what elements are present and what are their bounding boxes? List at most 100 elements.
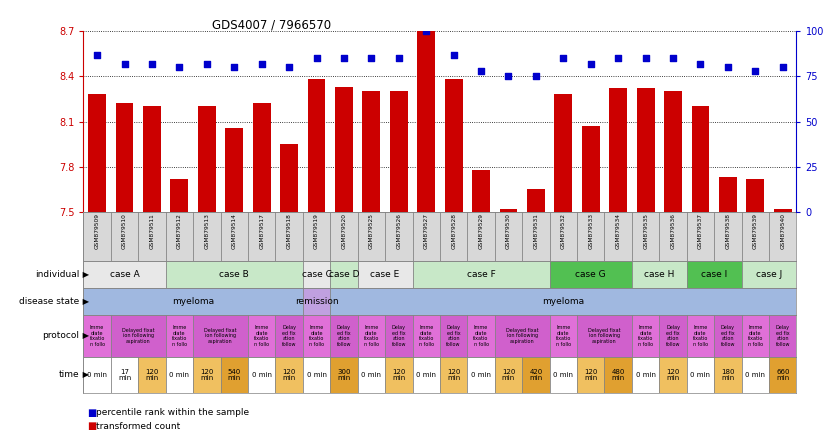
Text: GSM879534: GSM879534 [615, 214, 620, 250]
Text: 0 min: 0 min [307, 372, 327, 378]
Bar [714, 357, 741, 393]
Text: GSM879530: GSM879530 [506, 214, 511, 250]
Text: 17
min: 17 min [118, 369, 131, 381]
Bar [303, 315, 330, 357]
Text: GSM879514: GSM879514 [232, 214, 237, 250]
Bar [550, 212, 577, 261]
Bar [413, 357, 440, 393]
Bar [686, 261, 741, 288]
Bar [445, 79, 463, 212]
Text: Delay
ed fix
ation
follow: Delay ed fix ation follow [391, 325, 406, 347]
Bar [225, 127, 244, 212]
Bar [358, 212, 385, 261]
Bar [330, 288, 796, 315]
Text: case C: case C [302, 270, 331, 279]
Bar [193, 357, 220, 393]
Text: ▶: ▶ [80, 270, 89, 279]
Point [721, 64, 735, 71]
Point [145, 60, 158, 67]
Text: GSM879539: GSM879539 [753, 214, 758, 250]
Bar [495, 212, 522, 261]
Text: Imme
diate
fixatio
n follo: Imme diate fixatio n follo [89, 325, 105, 347]
Bar [330, 261, 358, 288]
Text: 0 min: 0 min [746, 372, 766, 378]
Bar [275, 315, 303, 357]
Text: case J: case J [756, 270, 782, 279]
Bar [741, 357, 769, 393]
Bar [143, 107, 161, 212]
Text: ■: ■ [88, 421, 97, 431]
Text: GSM879519: GSM879519 [314, 214, 319, 250]
Bar [467, 315, 495, 357]
Bar [385, 357, 413, 393]
Text: Imme
diate
fixatio
n follo: Imme diate fixatio n follo [474, 325, 489, 347]
Bar [417, 31, 435, 212]
Text: Imme
diate
fixatio
n follo: Imme diate fixatio n follo [555, 325, 571, 347]
Bar [632, 315, 660, 357]
Bar [495, 315, 550, 357]
Bar [664, 91, 682, 212]
Text: GSM879510: GSM879510 [122, 214, 127, 250]
Bar [495, 357, 522, 393]
Text: 480
min: 480 min [611, 369, 625, 381]
Bar [741, 212, 769, 261]
Point [639, 55, 652, 62]
Bar [220, 212, 248, 261]
Bar [385, 315, 413, 357]
Bar [440, 212, 467, 261]
Bar [660, 212, 686, 261]
Text: Imme
diate
fixatio
n follo: Imme diate fixatio n follo [693, 325, 708, 347]
Text: 0 min: 0 min [416, 372, 436, 378]
Point [283, 64, 296, 71]
Text: myeloma: myeloma [172, 297, 214, 306]
Bar [253, 103, 270, 212]
Bar [774, 209, 791, 212]
Text: GSM879526: GSM879526 [396, 214, 401, 250]
Text: 120
min: 120 min [392, 369, 405, 381]
Bar [636, 88, 655, 212]
Text: GSM879525: GSM879525 [369, 214, 374, 250]
Point [556, 55, 570, 62]
Bar [138, 357, 166, 393]
Bar [413, 212, 440, 261]
Text: Delay
ed fix
ation
follow: Delay ed fix ation follow [721, 325, 735, 347]
Text: GSM879537: GSM879537 [698, 214, 703, 250]
Bar [660, 357, 686, 393]
Bar [358, 315, 385, 357]
Bar [714, 212, 741, 261]
Text: Imme
diate
fixatio
n follo: Imme diate fixatio n follo [172, 325, 187, 347]
Text: 0 min: 0 min [252, 372, 272, 378]
Text: transformed count: transformed count [96, 422, 180, 431]
Bar [413, 315, 440, 357]
Bar [308, 79, 325, 212]
Text: 120
min: 120 min [145, 369, 158, 381]
Bar [166, 315, 193, 357]
Text: 0 min: 0 min [471, 372, 491, 378]
Bar [166, 357, 193, 393]
Text: 0 min: 0 min [553, 372, 573, 378]
Point [173, 64, 186, 71]
Bar [88, 95, 106, 212]
Bar [413, 261, 550, 288]
Text: GSM879531: GSM879531 [534, 214, 539, 250]
Bar [166, 212, 193, 261]
Text: Imme
diate
fixatio
n follo: Imme diate fixatio n follo [419, 325, 434, 347]
Text: case E: case E [370, 270, 399, 279]
Text: case D: case D [329, 270, 359, 279]
Bar [83, 212, 111, 261]
Bar [385, 212, 413, 261]
Point [337, 55, 350, 62]
Text: case G: case G [575, 270, 606, 279]
Text: ▶: ▶ [80, 332, 89, 341]
Bar [691, 107, 710, 212]
Bar [330, 357, 358, 393]
Bar [166, 261, 303, 288]
Bar [632, 261, 686, 288]
Text: disease state: disease state [19, 297, 79, 306]
Point [447, 51, 460, 58]
Bar [83, 261, 166, 288]
Point [90, 51, 103, 58]
Text: 120
min: 120 min [283, 369, 296, 381]
Text: ▶: ▶ [80, 297, 89, 306]
Bar [170, 179, 188, 212]
